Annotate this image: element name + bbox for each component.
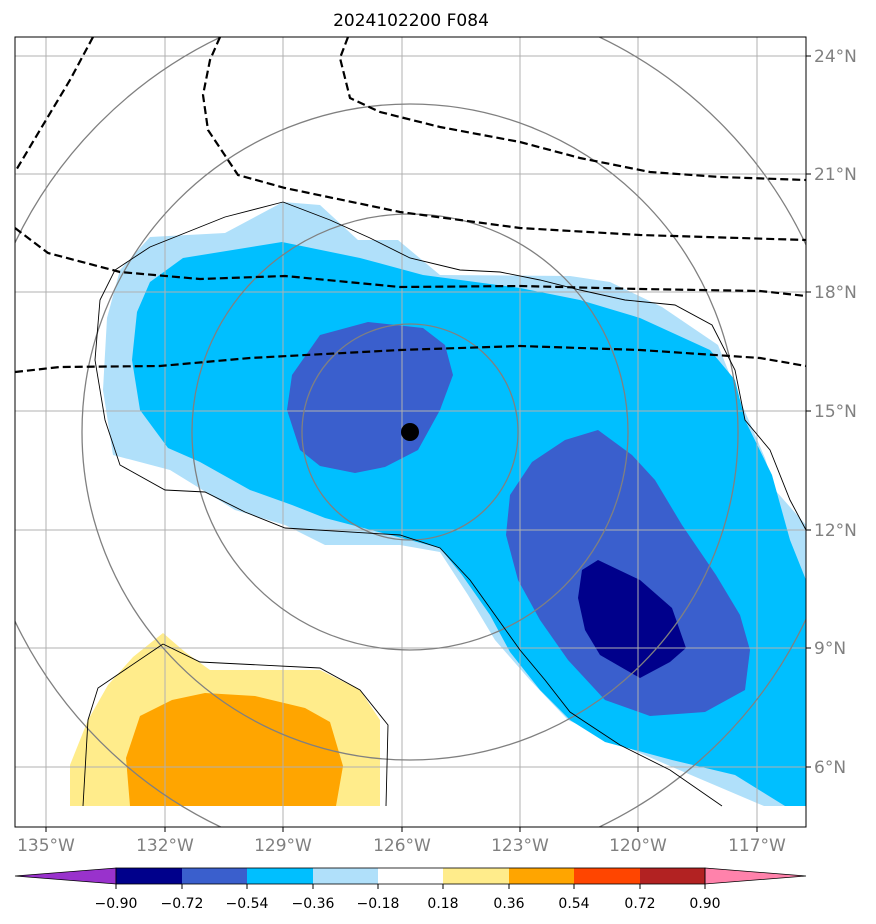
colorbar-tick-label: −0.90 <box>95 896 138 912</box>
dashed-contours <box>15 37 806 374</box>
lat-label: 15°N <box>814 402 857 422</box>
colorbar-tick-label: −0.36 <box>292 896 335 912</box>
lat-label: 12°N <box>814 521 857 541</box>
colorbar-tick-label: −0.18 <box>357 896 400 912</box>
lon-label: 123°W <box>491 836 549 856</box>
colorbar-tick-label: 0.36 <box>493 896 524 912</box>
storm-center-marker <box>401 423 419 441</box>
lat-label: 18°N <box>814 283 857 303</box>
colorbar-tick-label: −0.54 <box>226 896 269 912</box>
colorbar-swatch <box>182 868 247 884</box>
colorbar-tick-label: 0.54 <box>558 896 589 912</box>
lat-label: 9°N <box>814 639 846 659</box>
lat-label: 21°N <box>814 165 857 185</box>
colorbar-extend-low <box>14 867 117 885</box>
thin-contours <box>82 201 806 807</box>
orange-region <box>126 693 343 806</box>
colorbar: −0.90 −0.72 −0.54 −0.36 −0.18 0.18 0.36 … <box>14 867 807 912</box>
colorbar-swatch <box>509 868 574 884</box>
colorbar-tick-label: 0.18 <box>427 896 458 912</box>
lon-label: 135°W <box>17 836 75 856</box>
colorbar-tick-label: 0.90 <box>689 896 720 912</box>
lat-label: 6°N <box>814 758 846 778</box>
lon-label: 129°W <box>254 836 312 856</box>
lon-label: 117°W <box>728 836 786 856</box>
colorbar-tick-label: 0.72 <box>624 896 655 912</box>
map-frame <box>14 36 807 828</box>
map-title: 2024102200 F084 <box>333 11 489 31</box>
colorbar-swatch <box>443 868 509 884</box>
colorbar-swatch <box>116 868 182 884</box>
colorbar-frame <box>115 867 706 885</box>
tick-marks <box>45 55 811 832</box>
colorbar-extend-high <box>704 867 807 885</box>
lon-label: 120°W <box>609 836 667 856</box>
colorbar-tick-label: −0.72 <box>161 896 204 912</box>
colorbar-swatch <box>574 868 640 884</box>
colorbar-swatch <box>640 868 705 884</box>
colorbar-swatch <box>247 868 313 884</box>
colorbar-swatch <box>378 868 443 884</box>
colorbar-swatch <box>313 868 378 884</box>
lat-label: 24°N <box>814 47 857 67</box>
lon-label: 126°W <box>373 836 431 856</box>
lon-label: 132°W <box>136 836 194 856</box>
colorbar-ticks <box>115 884 706 889</box>
medium-blue-region-south <box>506 430 750 716</box>
map-panel <box>15 37 806 827</box>
